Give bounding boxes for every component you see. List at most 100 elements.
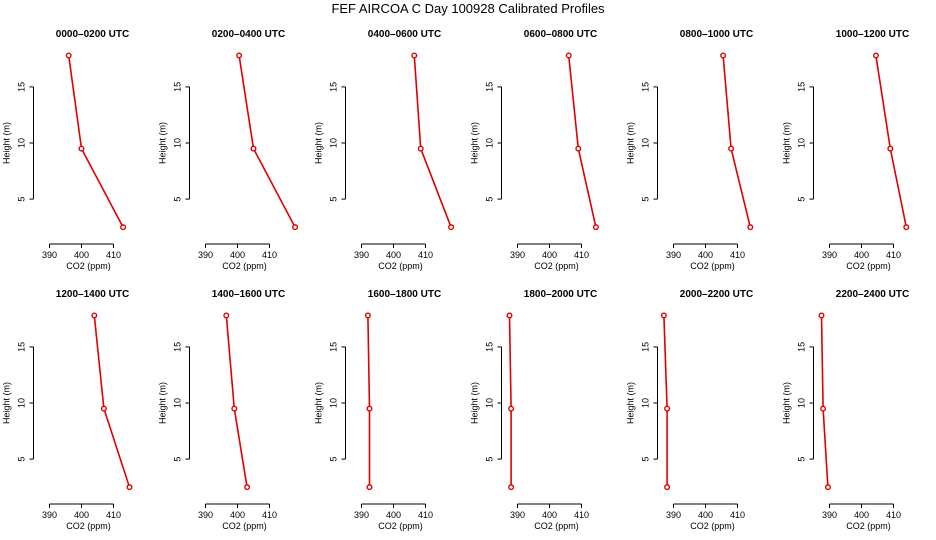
data-point: [244, 484, 251, 491]
y-tick-label: 5: [173, 197, 183, 202]
y-tick-label: 5: [329, 197, 339, 202]
data-point: [366, 405, 373, 412]
data-point: [575, 145, 582, 152]
profile-line: [567, 55, 597, 228]
y-tick-label: 5: [485, 197, 495, 202]
y-axis-label: Height (m): [626, 382, 636, 424]
x-tick-label: 390: [510, 250, 525, 260]
x-tick-label: 390: [666, 510, 681, 520]
y-tick-label: 10: [17, 398, 27, 408]
profile-line: [238, 55, 296, 228]
y-tick-label: 5: [329, 457, 339, 462]
y-tick-label: 10: [173, 138, 183, 148]
data-point: [508, 484, 515, 491]
y-tick-label: 15: [17, 82, 27, 92]
y-tick-label: 15: [485, 342, 495, 352]
x-tick-label: 410: [106, 250, 121, 260]
data-point: [223, 312, 230, 319]
x-axis-label: CO2 (ppm): [378, 261, 423, 271]
profile-line: [508, 315, 512, 488]
panel-title: 1200–1400 UTC: [56, 289, 129, 300]
x-tick-label: 390: [42, 250, 57, 260]
x-tick-label: 390: [822, 250, 837, 260]
data-point: [120, 224, 127, 231]
x-axis-label: CO2 (ppm): [378, 521, 423, 531]
data-point: [78, 145, 85, 152]
data-point: [411, 52, 418, 59]
x-tick-label: 390: [510, 510, 525, 520]
data-point: [65, 52, 72, 59]
data-point: [824, 484, 831, 491]
x-tick-label: 410: [418, 250, 433, 260]
data-point: [126, 484, 133, 491]
x-tick-label: 390: [822, 510, 837, 520]
x-axis-label: CO2 (ppm): [534, 261, 579, 271]
panel-title: 0000–0200 UTC: [56, 29, 129, 40]
y-tick-label: 15: [641, 82, 651, 92]
panel-title: 1600–1800 UTC: [368, 289, 441, 300]
y-axis-label: Height (m): [470, 122, 480, 164]
y-tick-label: 15: [485, 82, 495, 92]
x-tick-label: 390: [198, 250, 213, 260]
y-axis-label: Height (m): [158, 122, 168, 164]
data-point: [417, 145, 424, 152]
y-axis-label: Height (m): [782, 382, 792, 424]
x-tick-label: 410: [574, 510, 589, 520]
x-tick-label: 400: [386, 510, 401, 520]
y-axis-label: Height (m): [626, 122, 636, 164]
x-tick-label: 390: [354, 510, 369, 520]
data-point: [292, 224, 299, 231]
y-axis-label: Height (m): [158, 382, 168, 424]
y-tick-label: 15: [329, 342, 339, 352]
y-axis-label: Height (m): [314, 382, 324, 424]
data-point: [508, 405, 515, 412]
panel-title: 0800–1000 UTC: [680, 29, 753, 40]
x-axis-label: CO2 (ppm): [846, 261, 891, 271]
data-point: [820, 405, 827, 412]
y-axis-label: Height (m): [782, 122, 792, 164]
data-point: [818, 312, 825, 319]
x-tick-label: 400: [854, 510, 869, 520]
y-axis-label: Height (m): [470, 382, 480, 424]
y-tick-label: 15: [17, 342, 27, 352]
panel-title: 1800–2000 UTC: [524, 289, 597, 300]
profile-line: [413, 55, 452, 228]
profile-line: [722, 55, 752, 228]
x-tick-label: 410: [886, 510, 901, 520]
panel-title: 2000–2200 UTC: [680, 289, 753, 300]
y-tick-label: 10: [329, 398, 339, 408]
data-point: [728, 145, 735, 152]
panel-title: 0600–0800 UTC: [524, 29, 597, 40]
y-tick-label: 15: [797, 342, 807, 352]
y-axis-label: Height (m): [2, 382, 12, 424]
x-tick-label: 410: [886, 250, 901, 260]
y-axis-label: Height (m): [2, 122, 12, 164]
x-tick-label: 400: [698, 510, 713, 520]
y-tick-label: 5: [485, 457, 495, 462]
y-axis-label: Height (m): [314, 122, 324, 164]
x-tick-label: 400: [698, 250, 713, 260]
x-tick-label: 400: [542, 510, 557, 520]
x-tick-label: 400: [386, 250, 401, 260]
x-axis-label: CO2 (ppm): [690, 261, 735, 271]
y-tick-label: 15: [641, 342, 651, 352]
x-tick-label: 390: [354, 250, 369, 260]
y-tick-label: 5: [17, 457, 27, 462]
profile-line: [820, 315, 829, 488]
data-point: [664, 484, 671, 491]
x-tick-label: 390: [666, 250, 681, 260]
y-tick-label: 10: [17, 138, 27, 148]
data-point: [236, 52, 243, 59]
y-tick-label: 10: [173, 398, 183, 408]
x-tick-label: 390: [198, 510, 213, 520]
